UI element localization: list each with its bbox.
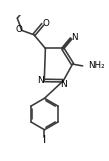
Text: I: I (42, 135, 46, 145)
Text: N: N (37, 76, 44, 85)
Text: O: O (42, 19, 49, 28)
Text: N: N (60, 80, 67, 89)
Text: O: O (15, 25, 22, 34)
Text: N: N (71, 33, 78, 42)
Text: NH₂: NH₂ (88, 61, 105, 70)
